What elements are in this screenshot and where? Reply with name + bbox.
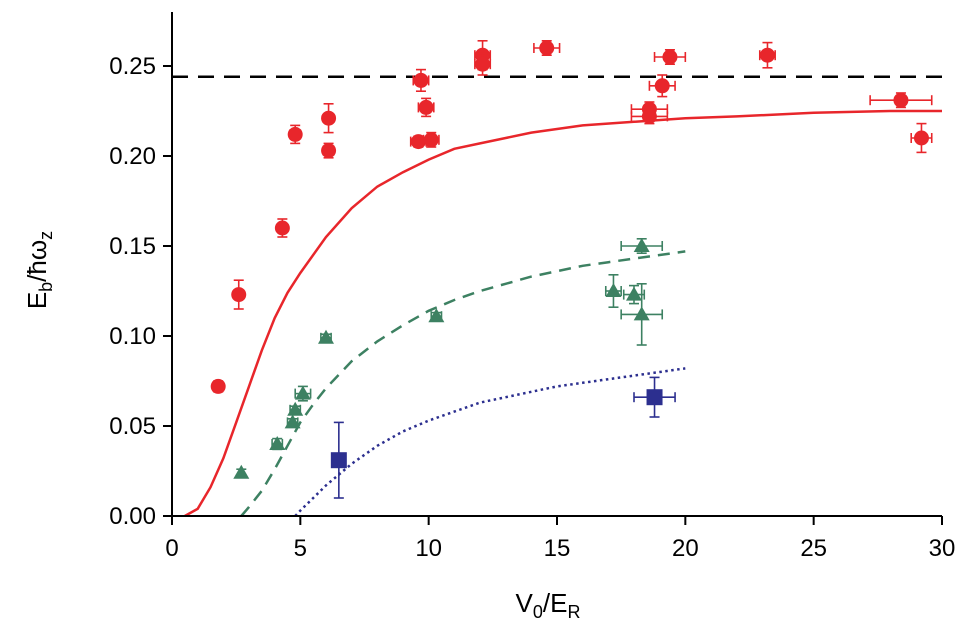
x-tick-label: 0: [165, 535, 178, 562]
theory-curve-dotted: [294, 367, 686, 517]
square-marker: [330, 452, 347, 469]
data-point-circle: [274, 218, 290, 238]
x-tick-label: 5: [294, 535, 307, 562]
data-point-triangle: [287, 401, 304, 416]
circle-marker: [913, 130, 929, 146]
circle-marker: [654, 78, 670, 94]
triangle-marker: [318, 329, 334, 344]
data-point-circle: [210, 378, 226, 394]
data-point-circle: [758, 41, 776, 69]
data-point-circle: [653, 48, 687, 65]
circle-marker: [321, 143, 337, 159]
triangle-marker: [605, 283, 622, 297]
x-axis-label: V0/ER: [516, 588, 581, 622]
triangle-marker: [287, 401, 304, 416]
circle-marker: [210, 378, 226, 394]
square-marker: [646, 389, 663, 406]
x-tick-label: 25: [800, 535, 827, 562]
triangle-marker: [284, 414, 301, 429]
circle-marker: [423, 132, 439, 148]
circle-marker: [274, 220, 290, 236]
data-point-circle: [417, 97, 435, 118]
data-point-triangle: [318, 329, 334, 344]
y-tick-label: 0.00: [109, 503, 156, 530]
data-point-triangle: [620, 238, 664, 254]
triangle-marker: [269, 436, 286, 450]
circle-marker: [662, 49, 678, 65]
data-point-circle: [474, 52, 492, 76]
data-point-triangle: [622, 284, 646, 305]
data-point-circle: [422, 131, 440, 148]
circle-marker: [475, 56, 491, 72]
triangle-marker: [233, 464, 250, 479]
data-point-triangle: [428, 308, 445, 323]
circle-marker: [413, 72, 429, 88]
data-point-circle: [287, 124, 303, 145]
circle-marker: [759, 47, 775, 63]
y-tick-label: 0.25: [109, 53, 156, 80]
circle-marker: [321, 110, 337, 126]
x-tick-label: 10: [415, 535, 442, 562]
theory-curve-solid: [184, 109, 942, 518]
tick-labels-layer: 0 5 10 15 20 25 30 0.00 0.05 0.10 0.15 0.20 0.25: [109, 53, 955, 562]
y-tick-label: 0.10: [109, 323, 156, 350]
theory-curve-dashed: [240, 250, 686, 517]
data-point-triangle: [284, 414, 301, 429]
data-point-circle: [231, 279, 247, 310]
data-point-triangle: [294, 385, 312, 402]
data-point-circle: [533, 39, 561, 57]
circle-marker: [539, 40, 555, 56]
triangle-marker: [633, 306, 650, 321]
y-tick-label: 0.20: [109, 143, 156, 170]
data-point-triangle: [269, 436, 286, 451]
data-point-square: [633, 376, 676, 418]
x-tick-label: 15: [544, 535, 571, 562]
triangle-marker: [626, 286, 642, 301]
circle-marker: [231, 287, 247, 303]
data-point-triangle: [604, 273, 622, 309]
triangle-marker: [633, 238, 650, 252]
circle-marker: [410, 134, 426, 150]
data-point-triangle: [233, 464, 250, 479]
circle-marker: [418, 99, 434, 115]
data-point-circle: [869, 92, 933, 109]
data-point-circle: [321, 142, 337, 159]
theory-curves-layer: [184, 109, 942, 518]
data-point-triangle: [620, 282, 664, 346]
axes-layer: [163, 12, 943, 525]
triangle-marker: [294, 385, 311, 400]
data-point-circle: [648, 74, 676, 98]
triangle-marker: [428, 308, 445, 323]
y-axis-label: Eb/ħωz: [22, 231, 56, 309]
circle-marker: [893, 92, 909, 108]
x-tick-label: 20: [672, 535, 699, 562]
data-point-circle: [910, 122, 933, 154]
data-points-layer: [210, 39, 933, 499]
circle-marker: [641, 108, 657, 124]
data-point-circle: [630, 108, 669, 125]
circle-marker: [287, 126, 303, 142]
data-point-circle: [321, 103, 337, 134]
y-tick-label: 0.15: [109, 233, 156, 260]
data-point-square: [330, 421, 347, 499]
x-tick-label: 30: [929, 535, 956, 562]
data-point-circle: [412, 68, 430, 92]
y-tick-label: 0.05: [109, 413, 156, 440]
